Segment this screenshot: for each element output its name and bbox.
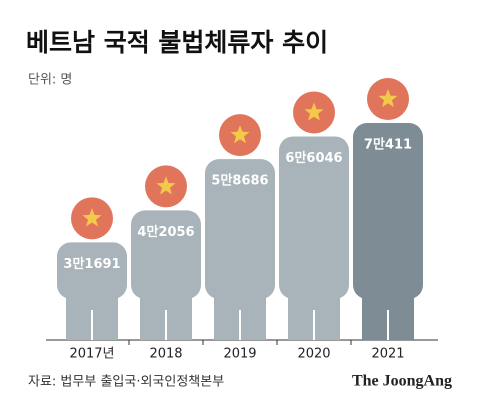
x-tick-label: 2017년 (69, 347, 114, 362)
x-tick-label: 2020 (297, 347, 330, 362)
unit-label: 단위: 명 (28, 73, 72, 88)
value-label: 6만6046 (285, 150, 342, 166)
value-label: 5만8686 (211, 173, 268, 189)
value-label: 3만1691 (63, 256, 120, 272)
star (304, 102, 324, 121)
x-tick-label: 2021 (371, 347, 404, 362)
star (378, 89, 398, 108)
figure (131, 210, 201, 340)
figure-body (205, 159, 275, 299)
figure (353, 123, 423, 340)
figure-body (131, 210, 201, 299)
source: 자료: 법무부 출입국·외국인정책본부 (28, 375, 224, 390)
figure (57, 242, 127, 340)
figure-body (279, 136, 349, 299)
chart-title: 베트남 국적 불법체류자 추이 (26, 28, 328, 57)
x-tick-label: 2018 (149, 347, 182, 362)
value-label: 4만2056 (137, 224, 194, 240)
figure-body (57, 242, 127, 299)
star (230, 125, 250, 144)
star (82, 208, 102, 227)
publisher-logo: The JoongAng (352, 373, 452, 390)
value-label: 7만411 (364, 137, 412, 153)
figure (279, 136, 349, 340)
star (156, 176, 176, 195)
figure (205, 159, 275, 340)
figure-body (353, 123, 423, 299)
x-tick-label: 2019 (223, 347, 256, 362)
